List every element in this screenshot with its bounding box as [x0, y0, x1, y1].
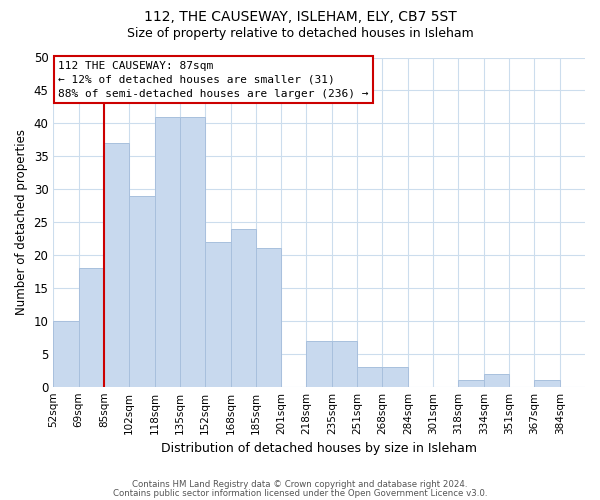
Bar — [180, 117, 205, 386]
Text: 112 THE CAUSEWAY: 87sqm
← 12% of detached houses are smaller (31)
88% of semi-de: 112 THE CAUSEWAY: 87sqm ← 12% of detache… — [58, 61, 369, 99]
Text: 112, THE CAUSEWAY, ISLEHAM, ELY, CB7 5ST: 112, THE CAUSEWAY, ISLEHAM, ELY, CB7 5ST — [143, 10, 457, 24]
Bar — [256, 248, 281, 386]
Bar — [129, 196, 155, 386]
Text: Contains HM Land Registry data © Crown copyright and database right 2024.: Contains HM Land Registry data © Crown c… — [132, 480, 468, 489]
Bar — [205, 242, 230, 386]
Bar — [155, 117, 180, 386]
Text: Contains public sector information licensed under the Open Government Licence v3: Contains public sector information licen… — [113, 489, 487, 498]
Bar — [484, 374, 509, 386]
Bar — [332, 340, 357, 386]
Bar — [458, 380, 484, 386]
Y-axis label: Number of detached properties: Number of detached properties — [15, 129, 28, 315]
Bar — [230, 228, 256, 386]
Bar — [382, 367, 408, 386]
Bar — [79, 268, 104, 386]
Bar — [53, 321, 79, 386]
Bar — [104, 143, 129, 386]
X-axis label: Distribution of detached houses by size in Isleham: Distribution of detached houses by size … — [161, 442, 477, 455]
Bar — [307, 340, 332, 386]
Bar — [535, 380, 560, 386]
Text: Size of property relative to detached houses in Isleham: Size of property relative to detached ho… — [127, 28, 473, 40]
Bar — [357, 367, 382, 386]
